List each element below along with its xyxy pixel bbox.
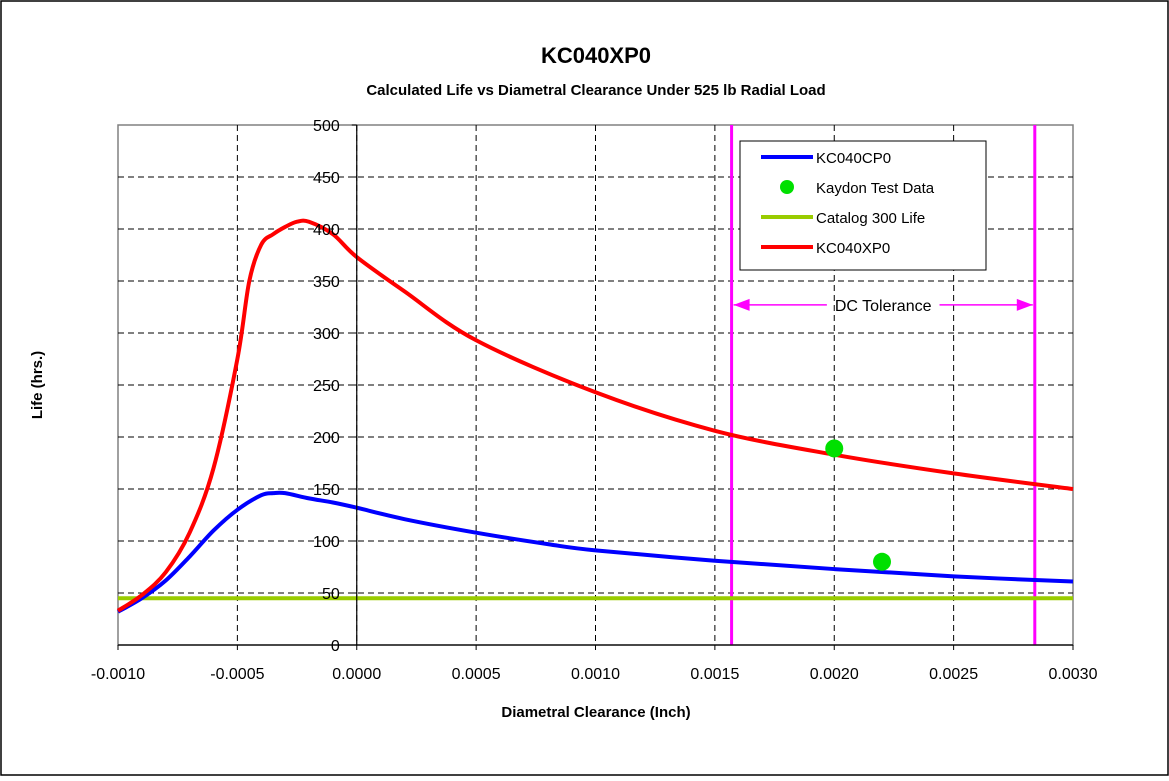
y-tick-label: 300 <box>313 326 340 343</box>
tolerance-arrowhead-right <box>1016 298 1033 311</box>
x-tick-label: 0.0025 <box>929 666 978 683</box>
legend-label-kc040cp0: KC040CP0 <box>816 150 891 167</box>
tolerance-label: DC Tolerance <box>835 298 932 315</box>
x-tick-label: 0.0015 <box>690 666 739 683</box>
chart-title: KC040XP0 <box>541 43 651 68</box>
tick-labels: 0 50 100 150 200 250 300 350 400 450 500 -0.0010 -0.… <box>91 118 1098 683</box>
y-tick-label: 400 <box>313 222 340 239</box>
y-tick-label: 350 <box>313 274 340 291</box>
data-point-kaydon-test-data <box>873 552 891 571</box>
legend: KC040CP0 Kaydon Test Data Catalog 300 Life… <box>739 140 987 271</box>
y-tick-label: 250 <box>313 378 340 395</box>
y-axis-label: Life (hrs.) <box>29 351 46 419</box>
series-line-kc040xp0 <box>116 218 1074 613</box>
x-axis-label: Diametral Clearance (Inch) <box>501 704 690 721</box>
y-tick-label: 150 <box>313 482 340 499</box>
tolerance-band: DC Tolerance <box>730 125 1037 645</box>
x-tick-label: 0.0005 <box>452 666 501 683</box>
x-tick-label: 0.0000 <box>332 666 381 683</box>
y-tick-label: 50 <box>322 586 340 603</box>
chart-subtitle: Calculated Life vs Diametral Clearance U… <box>366 82 825 99</box>
series-layer <box>116 218 1074 614</box>
axes <box>117 124 1074 650</box>
x-tick-label: 0.0010 <box>571 666 620 683</box>
legend-marker-kaydon-test-data <box>780 180 794 194</box>
y-tick-label: 0 <box>331 638 340 655</box>
data-point-kaydon-test-data <box>825 439 844 458</box>
series-line-kc040cp0 <box>117 490 1074 614</box>
x-tick-label: 0.0020 <box>810 666 859 683</box>
y-tick-label: 450 <box>313 170 340 187</box>
y-tick-label: 100 <box>313 534 340 551</box>
x-tick-label: -0.0005 <box>210 666 264 683</box>
tolerance-arrowhead-left <box>733 298 750 311</box>
y-tick-label: 200 <box>313 430 340 447</box>
x-tick-label: -0.0010 <box>91 666 145 683</box>
legend-label-catalog-300-life: Catalog 300 Life <box>816 210 925 227</box>
x-tick-label: 0.0030 <box>1049 666 1098 683</box>
y-tick-label: 500 <box>313 118 340 135</box>
legend-label-kaydon-test-data: Kaydon Test Data <box>816 180 935 197</box>
legend-label-kc040xp0: KC040XP0 <box>816 240 890 257</box>
